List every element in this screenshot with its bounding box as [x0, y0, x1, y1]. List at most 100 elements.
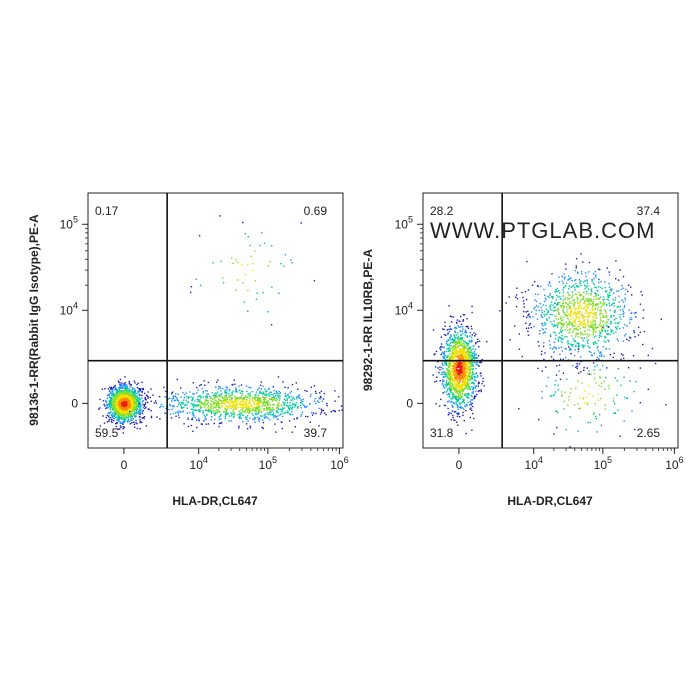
event-dot — [622, 315, 625, 318]
event-dot — [124, 382, 126, 384]
event-dot — [259, 244, 261, 247]
event-dot — [249, 411, 251, 413]
event-dot — [136, 397, 139, 400]
event-dot — [582, 261, 584, 263]
event-dot — [633, 331, 636, 334]
left-x-axis-label: HLA-DR,CL647 — [172, 494, 258, 508]
event-dot — [456, 346, 458, 349]
event-dot — [123, 395, 125, 397]
event-dot — [455, 401, 457, 403]
event-dot — [467, 358, 470, 361]
event-dot — [556, 365, 558, 367]
event-dot — [253, 419, 255, 421]
event-dot — [440, 343, 443, 345]
event-dot — [117, 398, 119, 400]
event-dot — [618, 295, 620, 297]
event-dot — [211, 412, 213, 414]
event-dot — [444, 375, 446, 378]
event-dot — [448, 387, 451, 389]
event-dot — [584, 322, 586, 324]
event-dot — [241, 390, 243, 392]
event-dot — [451, 369, 453, 371]
event-dot — [448, 412, 450, 414]
event-dot — [245, 395, 247, 397]
event-dot — [457, 357, 460, 359]
event-dot — [270, 408, 272, 411]
event-dot — [109, 405, 111, 408]
event-dot — [569, 306, 571, 308]
event-dot — [455, 355, 457, 357]
event-dot — [602, 345, 605, 348]
event-dot — [563, 305, 565, 307]
event-dot — [244, 403, 246, 405]
event-dot — [127, 402, 129, 404]
event-dot — [470, 357, 472, 359]
event-dot — [458, 337, 460, 339]
event-dot — [622, 313, 624, 315]
event-dot — [460, 402, 462, 405]
event-dot — [119, 390, 121, 392]
event-dot — [576, 367, 578, 370]
event-dot — [217, 401, 219, 403]
event-dot — [450, 382, 453, 385]
event-dot — [169, 403, 171, 406]
event-dot — [112, 392, 115, 394]
event-dot — [465, 382, 467, 384]
event-dot — [248, 400, 250, 403]
event-dot — [462, 368, 464, 370]
event-dot — [589, 329, 591, 331]
event-dot — [622, 327, 624, 329]
event-dot — [467, 364, 470, 367]
event-dot — [467, 350, 470, 353]
event-dot — [595, 298, 597, 300]
event-dot — [593, 296, 595, 298]
event-dot — [592, 328, 595, 331]
event-dot — [590, 325, 592, 327]
event-dot — [136, 401, 138, 403]
event-dot — [113, 403, 115, 405]
event-dot — [565, 321, 567, 323]
event-dot — [134, 382, 136, 384]
event-dot — [578, 318, 581, 320]
event-dot — [196, 419, 198, 421]
event-dot — [471, 402, 473, 405]
event-dot — [276, 410, 278, 412]
event-dot — [230, 398, 233, 400]
event-dot — [599, 322, 601, 324]
event-dot — [448, 330, 451, 333]
event-dot — [260, 381, 262, 383]
event-dot — [450, 328, 453, 331]
event-dot — [144, 396, 146, 399]
event-dot — [574, 328, 576, 330]
event-dot — [220, 394, 222, 396]
event-dot — [590, 354, 593, 356]
event-dot — [599, 351, 601, 353]
event-dot — [266, 401, 268, 404]
event-dot — [435, 380, 438, 382]
event-dot — [254, 400, 256, 402]
event-dot — [191, 418, 193, 420]
event-dot — [114, 401, 116, 404]
event-dot — [575, 258, 578, 260]
event-dot — [295, 382, 297, 384]
event-dot — [446, 389, 449, 392]
event-dot — [599, 309, 601, 312]
event-dot — [582, 344, 585, 347]
event-dot — [599, 319, 602, 321]
event-dot — [567, 291, 569, 294]
event-dot — [478, 346, 480, 348]
event-dot — [471, 358, 473, 361]
event-dot — [460, 350, 462, 352]
event-dot — [443, 353, 445, 356]
event-dot — [116, 403, 118, 405]
event-dot — [246, 390, 248, 392]
event-dot — [468, 376, 471, 378]
event-dot — [569, 301, 571, 303]
event-dot — [141, 394, 143, 397]
event-dot — [600, 355, 603, 357]
event-dot — [136, 386, 139, 389]
event-dot — [220, 414, 222, 416]
event-dot — [637, 326, 640, 329]
event-dot — [105, 407, 107, 410]
event-dot — [464, 341, 466, 343]
